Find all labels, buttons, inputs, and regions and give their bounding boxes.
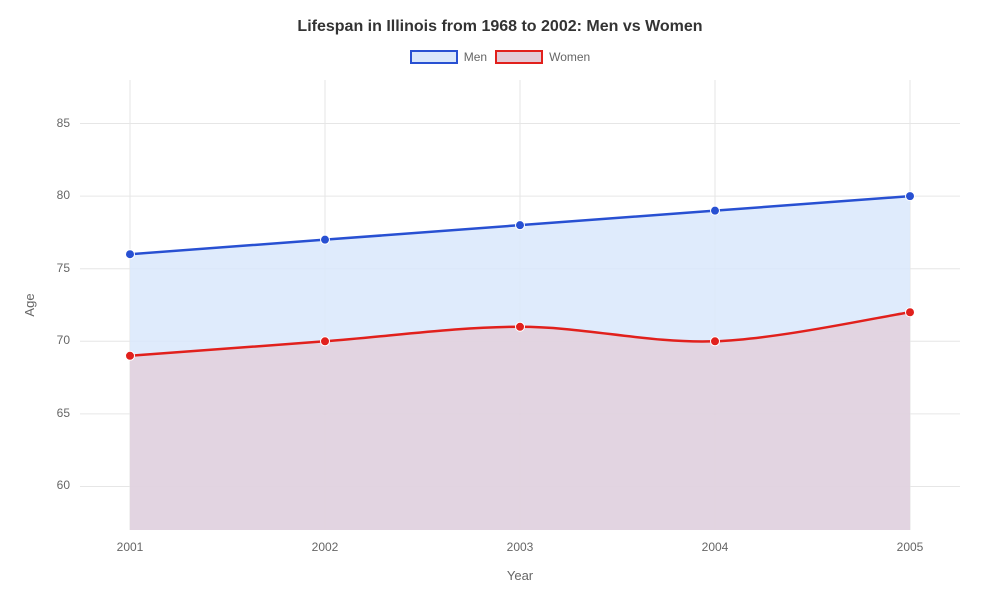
x-axis-label: Year	[507, 568, 533, 583]
x-tick-label: 2003	[507, 540, 534, 554]
y-axis-label: Age	[22, 293, 37, 316]
legend-label-women: Women	[549, 50, 590, 64]
y-tick-label: 75	[57, 261, 70, 275]
legend-item-men: Men	[410, 50, 487, 64]
chart-title: Lifespan in Illinois from 1968 to 2002: …	[0, 18, 1000, 36]
y-tick-label: 70	[57, 333, 70, 347]
y-tick-label: 80	[57, 188, 70, 202]
x-tick-label: 2001	[117, 540, 144, 554]
legend-swatch-women	[495, 50, 543, 64]
legend-item-women: Women	[495, 50, 590, 64]
legend-label-men: Men	[464, 50, 487, 64]
plot-area	[80, 80, 960, 530]
y-tick-label: 60	[57, 478, 70, 492]
legend: Men Women	[0, 50, 1000, 64]
x-tick-label: 2002	[312, 540, 339, 554]
legend-swatch-men	[410, 50, 458, 64]
x-tick-label: 2005	[897, 540, 924, 554]
y-tick-label: 65	[57, 406, 70, 420]
y-tick-label: 85	[57, 116, 70, 130]
x-tick-label: 2004	[702, 540, 729, 554]
